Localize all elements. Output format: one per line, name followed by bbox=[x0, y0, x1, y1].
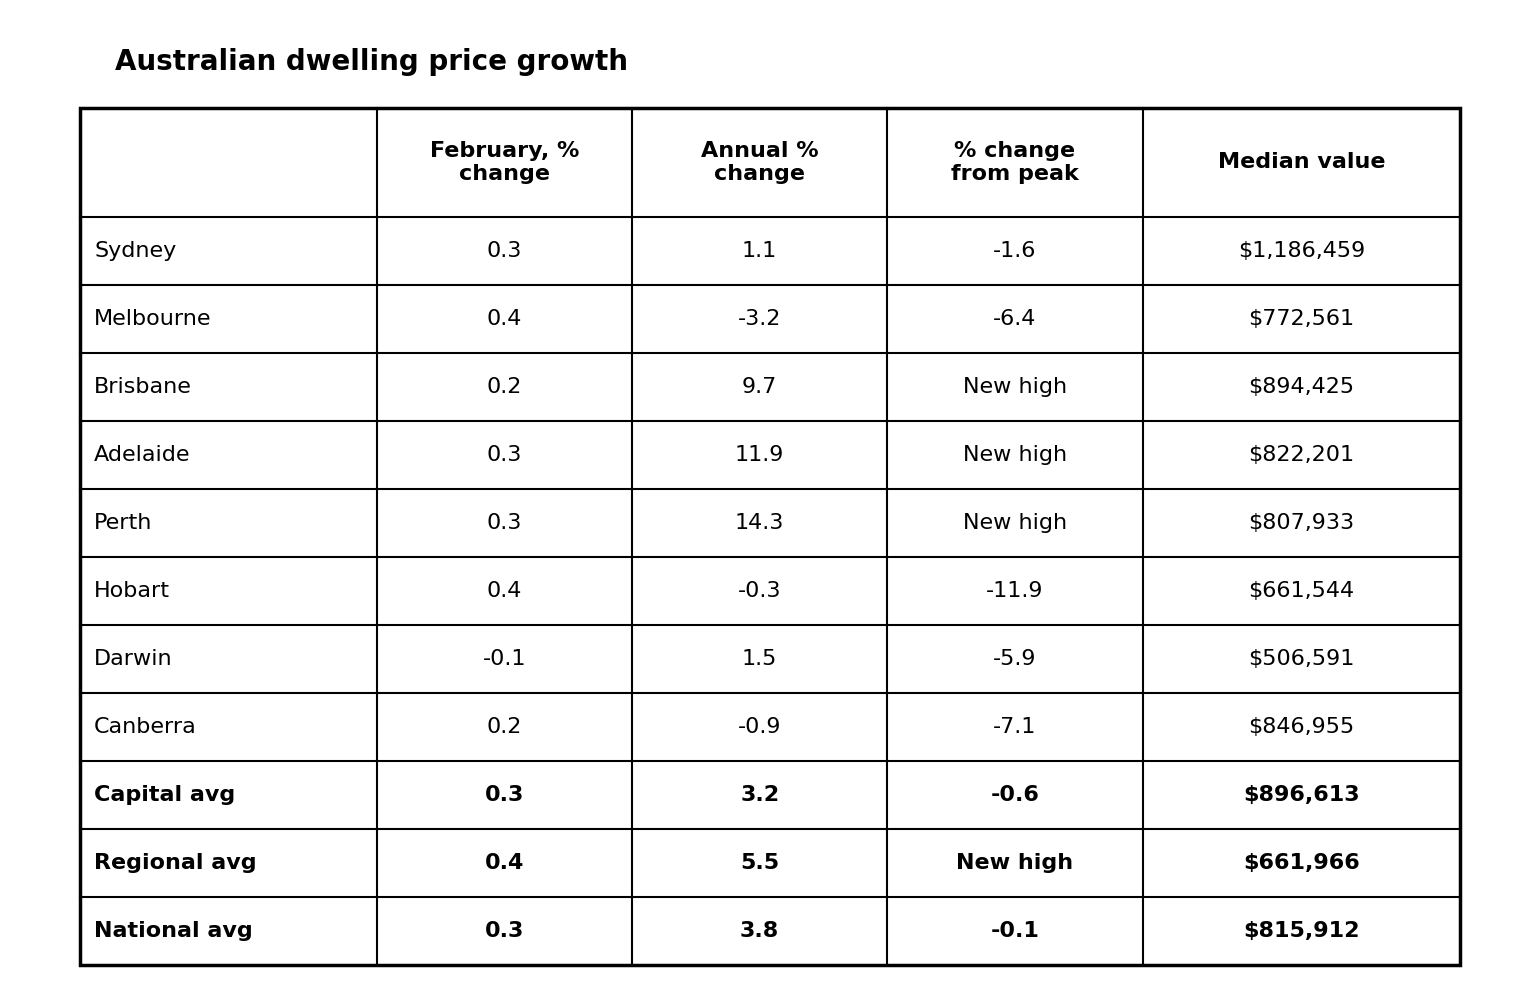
Text: $822,201: $822,201 bbox=[1249, 445, 1355, 465]
Text: -7.1: -7.1 bbox=[994, 717, 1037, 737]
Text: New high: New high bbox=[963, 445, 1068, 465]
Text: -1.6: -1.6 bbox=[994, 241, 1037, 261]
Text: 1.5: 1.5 bbox=[742, 649, 777, 669]
Text: $772,561: $772,561 bbox=[1249, 309, 1355, 329]
Text: New high: New high bbox=[963, 377, 1068, 397]
Text: 3.8: 3.8 bbox=[740, 921, 779, 941]
Text: 0.3: 0.3 bbox=[487, 513, 522, 533]
Text: $896,613: $896,613 bbox=[1243, 785, 1359, 805]
Text: Canberra: Canberra bbox=[94, 717, 197, 737]
Text: 11.9: 11.9 bbox=[734, 445, 785, 465]
Text: $807,933: $807,933 bbox=[1249, 513, 1355, 533]
Bar bbox=[80, 108, 1461, 965]
Text: -3.2: -3.2 bbox=[737, 309, 782, 329]
Text: Annual %
change: Annual % change bbox=[700, 141, 819, 184]
Text: 0.3: 0.3 bbox=[487, 241, 522, 261]
Text: $1,186,459: $1,186,459 bbox=[1238, 241, 1366, 261]
Text: Adelaide: Adelaide bbox=[94, 445, 190, 465]
Text: % change
from peak: % change from peak bbox=[951, 141, 1078, 184]
Text: Darwin: Darwin bbox=[94, 649, 172, 669]
Text: -0.1: -0.1 bbox=[991, 921, 1040, 941]
Text: Hobart: Hobart bbox=[94, 581, 170, 601]
Text: Brisbane: Brisbane bbox=[94, 377, 192, 397]
Text: $506,591: $506,591 bbox=[1249, 649, 1355, 669]
Text: Australian dwelling price growth: Australian dwelling price growth bbox=[115, 48, 628, 76]
Text: National avg: National avg bbox=[94, 921, 253, 941]
Text: 0.4: 0.4 bbox=[487, 309, 522, 329]
Text: Perth: Perth bbox=[94, 513, 152, 533]
Text: 0.4: 0.4 bbox=[485, 853, 524, 873]
Text: 5.5: 5.5 bbox=[740, 853, 779, 873]
Text: New high: New high bbox=[957, 853, 1074, 873]
Text: -11.9: -11.9 bbox=[986, 581, 1043, 601]
Text: Regional avg: Regional avg bbox=[94, 853, 257, 873]
Text: 14.3: 14.3 bbox=[734, 513, 785, 533]
Text: 0.4: 0.4 bbox=[487, 581, 522, 601]
Text: -0.1: -0.1 bbox=[482, 649, 527, 669]
Text: Sydney: Sydney bbox=[94, 241, 177, 261]
Text: Capital avg: Capital avg bbox=[94, 785, 235, 805]
Text: 0.2: 0.2 bbox=[487, 377, 522, 397]
Text: Melbourne: Melbourne bbox=[94, 309, 212, 329]
Text: $815,912: $815,912 bbox=[1243, 921, 1359, 941]
Text: -0.6: -0.6 bbox=[991, 785, 1040, 805]
Text: -0.3: -0.3 bbox=[737, 581, 782, 601]
Text: -0.9: -0.9 bbox=[737, 717, 782, 737]
Text: 1.1: 1.1 bbox=[742, 241, 777, 261]
Text: -6.4: -6.4 bbox=[994, 309, 1037, 329]
Text: Median value: Median value bbox=[1218, 152, 1385, 172]
Text: 0.3: 0.3 bbox=[487, 445, 522, 465]
Text: 0.3: 0.3 bbox=[485, 785, 524, 805]
Text: 0.2: 0.2 bbox=[487, 717, 522, 737]
Text: $661,544: $661,544 bbox=[1249, 581, 1355, 601]
Text: $661,966: $661,966 bbox=[1243, 853, 1359, 873]
Text: -5.9: -5.9 bbox=[994, 649, 1037, 669]
Text: $846,955: $846,955 bbox=[1249, 717, 1355, 737]
Text: 0.3: 0.3 bbox=[485, 921, 524, 941]
Text: $894,425: $894,425 bbox=[1249, 377, 1355, 397]
Text: New high: New high bbox=[963, 513, 1068, 533]
Text: 3.2: 3.2 bbox=[740, 785, 779, 805]
Text: February, %
change: February, % change bbox=[430, 141, 579, 184]
Text: 9.7: 9.7 bbox=[742, 377, 777, 397]
